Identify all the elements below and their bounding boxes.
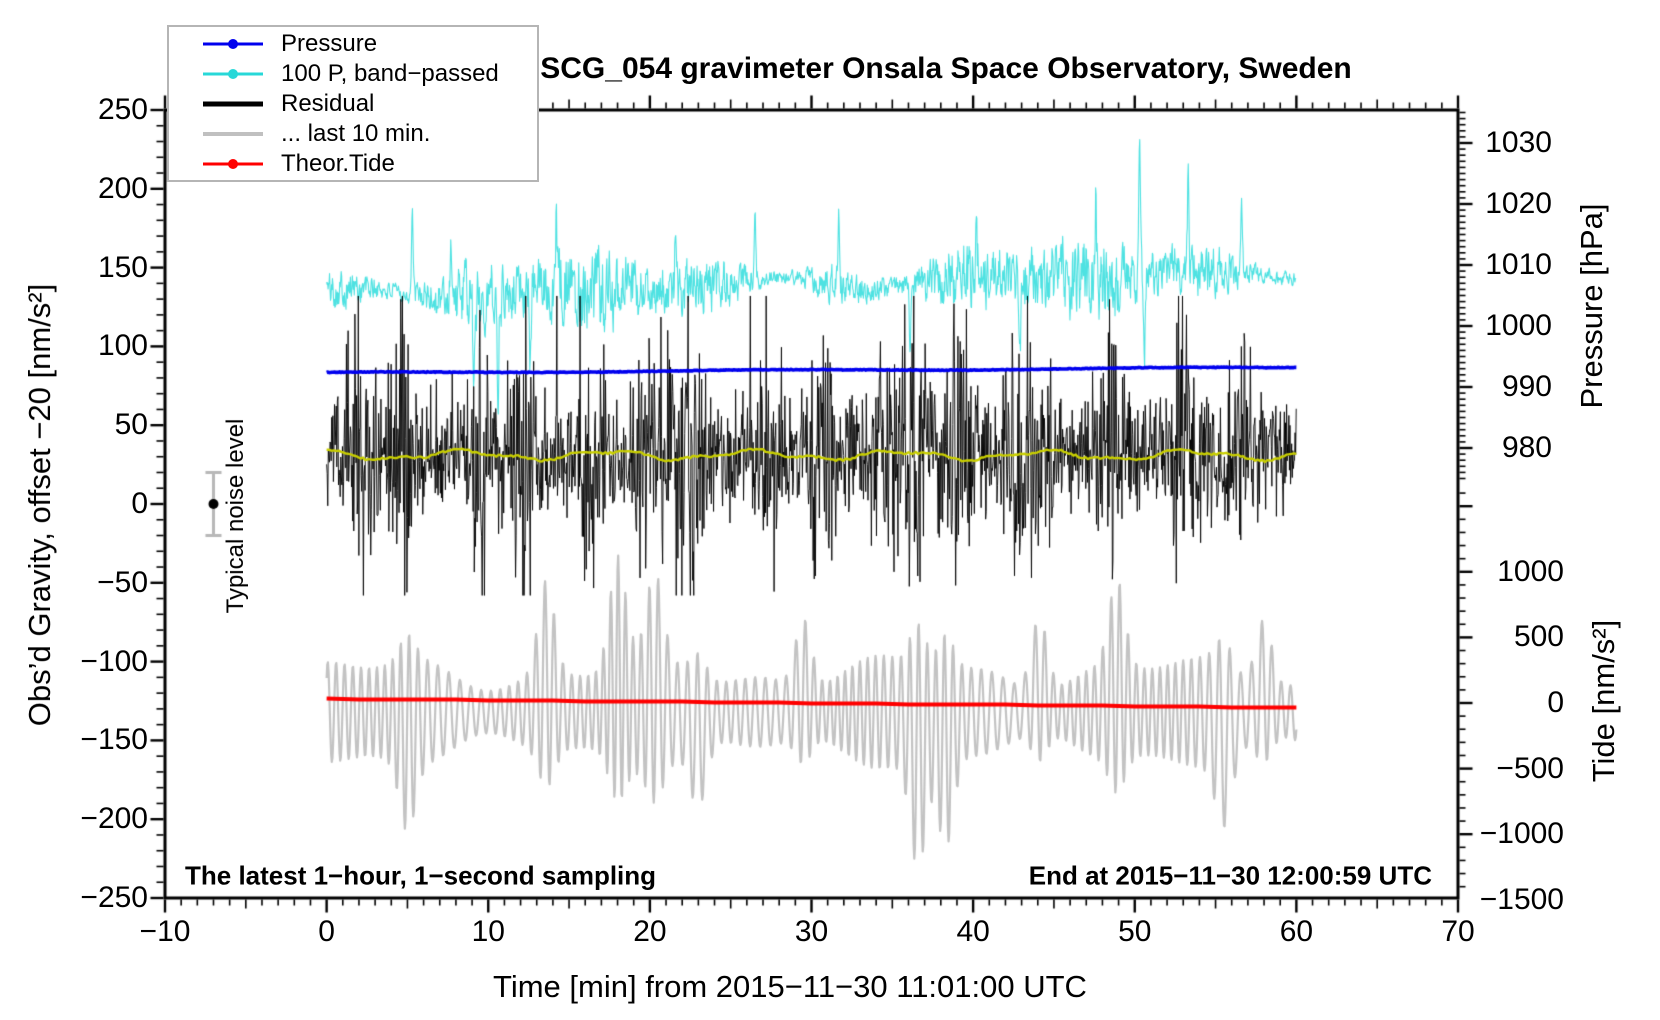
legend-item-last-10-min: ... last 10 min. <box>169 120 537 148</box>
x-tick-label: 60 <box>1279 915 1314 948</box>
x-tick-label: 0 <box>318 915 335 948</box>
tide-tick-label: 0 <box>1547 686 1564 719</box>
pressure-tick-label: 1000 <box>1485 309 1552 342</box>
legend: Pressure 100 P, band−passed Residual ...… <box>167 25 539 182</box>
gravity-tick-label: 150 <box>97 250 148 284</box>
x-tick-label: −10 <box>139 915 191 948</box>
pressure-tick-label: 1010 <box>1485 248 1552 281</box>
pressure-tick-label: 1030 <box>1485 126 1552 159</box>
legend-label: 100 P, band−passed <box>281 60 499 87</box>
gravity-tick-label: −250 <box>80 881 148 914</box>
gravity-tick-label: −150 <box>80 723 148 757</box>
tide-tick-label: 1000 <box>1497 554 1564 588</box>
theor-tide-dot-icon <box>228 159 238 169</box>
legend-item-theor-tide: Theor.Tide <box>169 150 537 178</box>
x-tick-label: 30 <box>794 915 829 948</box>
pressure-tick-label: 1020 <box>1485 187 1552 220</box>
gravity-tick-label: 200 <box>97 171 148 205</box>
y-axis-title-pressure: Pressure [hPa] <box>1574 203 1609 409</box>
pressure-tick-label: 980 <box>1501 431 1552 464</box>
legend-item-band-passed: 100 P, band−passed <box>169 60 537 88</box>
legend-item-residual: Residual <box>169 90 537 118</box>
gravity-tick-label: −100 <box>80 644 148 678</box>
gravity-tick-label: −50 <box>97 565 148 599</box>
legend-label: Residual <box>281 90 375 117</box>
pressure-dot-icon <box>228 39 238 49</box>
last-10-min-line-sample <box>203 132 263 136</box>
gravity-tick-label: 50 <box>114 408 148 442</box>
x-tick-label: 20 <box>633 915 667 948</box>
annotation-sampling: The latest 1−hour, 1−second sampling <box>185 860 657 891</box>
tide-tick-label: −500 <box>1496 751 1564 785</box>
legend-label: Pressure <box>281 30 378 57</box>
annotation-end-time: End at 2015−11−30 12:00:59 UTC <box>1028 860 1432 891</box>
tide-tick-label: 500 <box>1513 620 1564 654</box>
gravity-tick-label: 100 <box>97 329 148 363</box>
noise-level-label: Typical noise level <box>222 418 249 614</box>
gravity-tick-label: 0 <box>131 487 148 520</box>
gravity-tick-label: −200 <box>80 802 148 836</box>
x-tick-label: 70 <box>1441 915 1475 948</box>
pressure-tick-label: 990 <box>1501 370 1552 403</box>
tide-tick-label: −1000 <box>1479 817 1564 851</box>
legend-label: Theor.Tide <box>281 150 395 177</box>
y-axis-title-tide: Tide [nm/s²] <box>1586 619 1621 783</box>
x-axis-title: Time [min] from 2015−11−30 11:01:00 UTC <box>493 969 1087 1004</box>
band-passed-dot-icon <box>228 69 238 79</box>
x-tick-label: 40 <box>956 915 990 948</box>
x-tick-label: 10 <box>471 915 505 948</box>
chart-title: SCG_054 gravimeter Onsala Space Observat… <box>540 52 1352 85</box>
residual-line-sample <box>203 101 263 107</box>
x-tick-label: 50 <box>1118 915 1152 948</box>
tide-tick-label: −1500 <box>1479 882 1564 916</box>
gravity-tick-label: 250 <box>97 93 148 126</box>
legend-item-pressure: Pressure <box>169 30 537 58</box>
legend-label: ... last 10 min. <box>281 120 431 147</box>
